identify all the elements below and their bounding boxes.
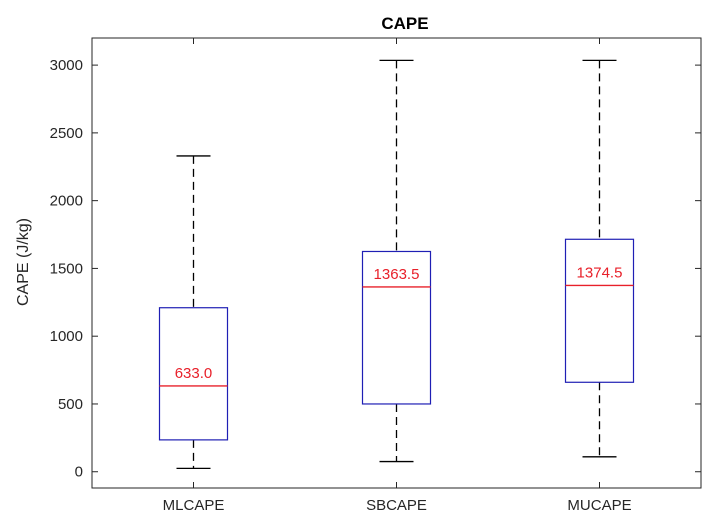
box-sbcape: 1363.5 — [361, 59, 432, 463]
interquartile-box — [361, 250, 432, 405]
x-tick-label: MUCAPE — [567, 497, 631, 514]
box-mlcape: 633.0 — [158, 155, 229, 469]
y-tick-label: 1000 — [50, 328, 83, 345]
box-mucape: 1374.5 — [564, 59, 635, 458]
interquartile-box — [564, 238, 635, 383]
chart-title: CAPE — [381, 14, 428, 33]
x-axis: MLCAPE SBCAPE MUCAPE — [163, 38, 632, 514]
y-axis: 0 500 1000 1500 2000 2500 3000 — [50, 57, 701, 481]
median-label: 1374.5 — [577, 264, 623, 281]
x-tick-label: SBCAPE — [366, 497, 427, 514]
y-tick-label: 1500 — [50, 260, 83, 277]
y-axis-label: CAPE (J/kg) — [15, 218, 32, 306]
y-tick-label: 2500 — [50, 125, 83, 142]
box-series: 633.0 1363.5 1374.5 — [158, 59, 635, 469]
interquartile-box — [158, 307, 229, 441]
median-label: 633.0 — [175, 365, 213, 382]
median-label: 1363.5 — [374, 266, 420, 283]
y-tick-label: 0 — [75, 464, 83, 481]
y-tick-label: 500 — [58, 396, 83, 413]
y-tick-label: 3000 — [50, 57, 83, 74]
y-tick-label: 2000 — [50, 193, 83, 210]
x-tick-label: MLCAPE — [163, 497, 225, 514]
